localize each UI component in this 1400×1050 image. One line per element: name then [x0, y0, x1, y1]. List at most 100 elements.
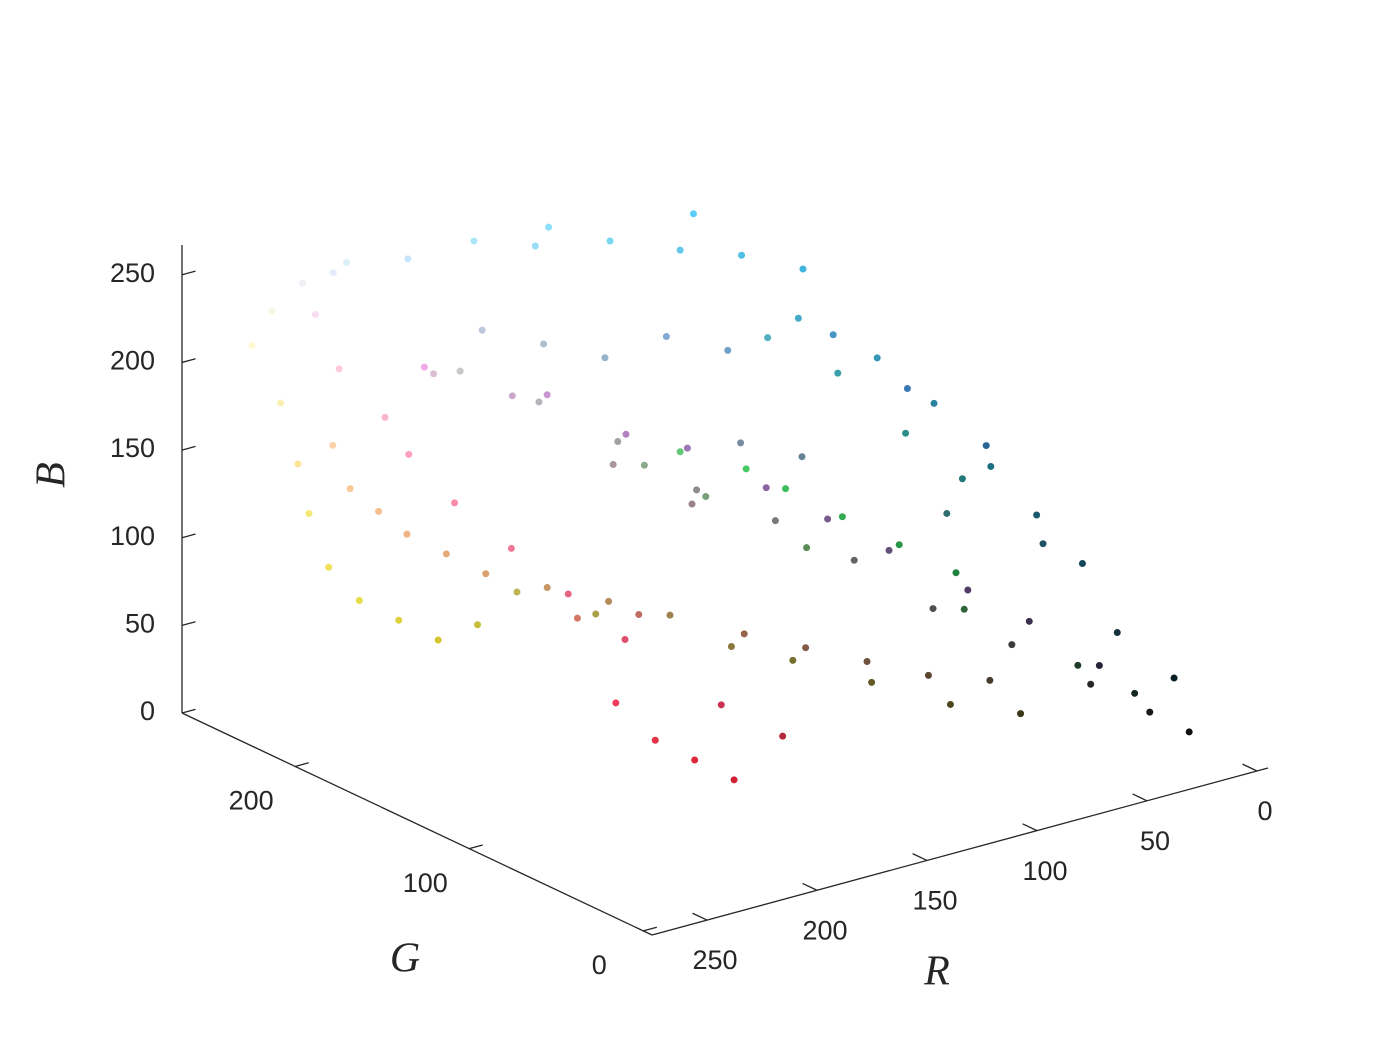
point [622, 430, 630, 438]
y-tick [643, 926, 657, 932]
point [958, 475, 966, 483]
point [798, 453, 806, 461]
point [903, 384, 911, 392]
z-axis-title: B [29, 462, 75, 488]
point [799, 265, 807, 273]
z-tick [181, 621, 196, 626]
point [456, 367, 464, 375]
point [1131, 689, 1139, 697]
point [403, 530, 411, 538]
point [868, 678, 876, 686]
z-tick [181, 708, 196, 714]
point [311, 310, 319, 318]
point [1146, 708, 1154, 716]
point [612, 699, 620, 707]
point [952, 569, 960, 577]
point [508, 392, 516, 400]
point [609, 460, 617, 468]
point [987, 462, 995, 470]
point [305, 510, 313, 518]
point [1113, 629, 1121, 637]
point [930, 399, 938, 407]
x-tick [1132, 793, 1148, 802]
point [850, 556, 858, 564]
z-tick-label: 150 [110, 433, 155, 463]
y-tick [294, 762, 309, 768]
point [268, 307, 276, 315]
point [986, 676, 994, 684]
point [573, 614, 581, 622]
point [829, 331, 837, 339]
z-tick-label: 250 [110, 258, 155, 288]
y-tick-label: 0 [592, 950, 607, 980]
point [335, 365, 343, 373]
point [420, 363, 428, 371]
point [543, 584, 551, 592]
point [863, 658, 871, 666]
point [1017, 710, 1025, 718]
point [964, 586, 972, 594]
x-tick-label: 50 [1140, 826, 1170, 856]
point [762, 484, 770, 492]
point [885, 546, 893, 554]
point [1074, 661, 1082, 669]
point [605, 597, 613, 605]
point [513, 588, 521, 596]
x-axis-title: R [923, 949, 950, 995]
point [738, 251, 746, 259]
point [764, 334, 772, 342]
y-axis [181, 712, 653, 936]
point [614, 438, 622, 446]
point [666, 611, 674, 619]
point [404, 255, 412, 263]
point [470, 237, 478, 245]
point [621, 635, 629, 643]
x-tick [1242, 763, 1258, 772]
point [1025, 617, 1033, 625]
point [248, 341, 256, 349]
y-axis-title: G [390, 936, 420, 982]
point [662, 333, 670, 341]
point [683, 444, 691, 452]
point [478, 326, 486, 334]
point [929, 605, 937, 613]
point [1087, 680, 1095, 688]
point [442, 550, 450, 558]
point [430, 370, 438, 378]
x-tick [912, 853, 928, 862]
point [375, 507, 383, 515]
x-tick-label: 100 [1022, 856, 1067, 886]
point [943, 509, 951, 517]
point [1185, 728, 1193, 736]
point [1033, 511, 1041, 519]
point [1170, 674, 1178, 682]
point [803, 544, 811, 552]
point [434, 636, 442, 644]
point [782, 485, 790, 493]
point [771, 517, 779, 525]
z-tick-label: 100 [110, 521, 155, 551]
x-tick [1022, 823, 1038, 832]
point [540, 340, 548, 348]
point [545, 223, 553, 231]
point [946, 700, 954, 708]
point [592, 610, 600, 618]
point [740, 630, 748, 638]
point [294, 460, 302, 468]
z-tick [181, 358, 196, 364]
z-tick [181, 533, 196, 539]
point [691, 756, 699, 764]
point [329, 441, 337, 449]
point [1095, 662, 1103, 670]
point [693, 486, 701, 494]
point [794, 314, 802, 322]
point [640, 461, 648, 469]
point [564, 590, 572, 598]
x-tick-label: 250 [692, 945, 737, 975]
point [277, 399, 285, 407]
point [779, 732, 787, 740]
point [717, 701, 725, 709]
point [543, 391, 551, 399]
